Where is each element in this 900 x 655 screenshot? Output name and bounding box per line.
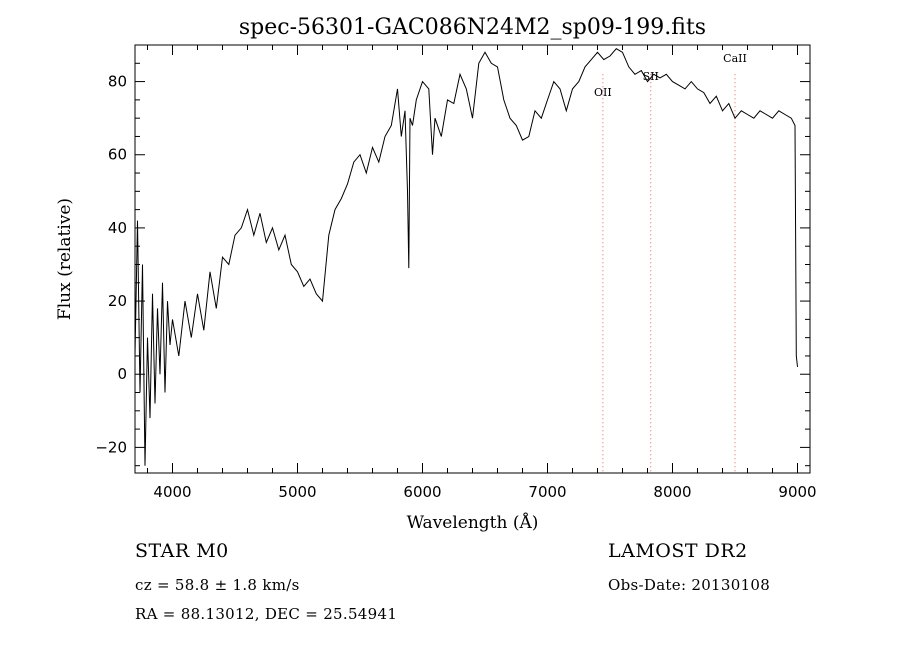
- y-tick-label-0: 0: [117, 365, 127, 383]
- y-tick-label-80: 80: [108, 73, 127, 91]
- x-tick-label-4000: 4000: [153, 483, 191, 501]
- coords-label: RA = 88.13012, DEC = 25.54941: [135, 605, 398, 623]
- y-axis-label: Flux (relative): [55, 198, 75, 320]
- plot-frame: [134, 44, 811, 474]
- spectrum-line: [134, 48, 798, 466]
- x-tick-label-6000: 6000: [403, 483, 441, 501]
- y-tick-label-20: 20: [108, 292, 127, 310]
- chart-title: spec-56301-GAC086N24M2_sp09-199.fits: [239, 15, 706, 40]
- x-tick-label-5000: 5000: [278, 483, 316, 501]
- obs-date-label: Obs-Date: 20130108: [608, 576, 771, 594]
- x-tick-label-9000: 9000: [778, 483, 816, 501]
- annotation-label-1: SII: [643, 70, 659, 83]
- survey-label: LAMOST DR2: [608, 540, 748, 562]
- x-tick-label-8000: 8000: [653, 483, 691, 501]
- y-tick-label-60: 60: [108, 146, 127, 164]
- annotation-label-0: OII: [594, 86, 612, 99]
- x-axis-label: Wavelength (Å): [407, 512, 539, 533]
- x-tick-label-7000: 7000: [528, 483, 566, 501]
- annotation-label-2: CaII: [723, 52, 747, 65]
- redshift-label: cz = 58.8 ± 1.8 km/s: [135, 576, 300, 594]
- y-tick-label-40: 40: [108, 219, 127, 237]
- y-tick-label--20: −20: [95, 438, 127, 456]
- object-class-label: STAR M0: [135, 540, 229, 562]
